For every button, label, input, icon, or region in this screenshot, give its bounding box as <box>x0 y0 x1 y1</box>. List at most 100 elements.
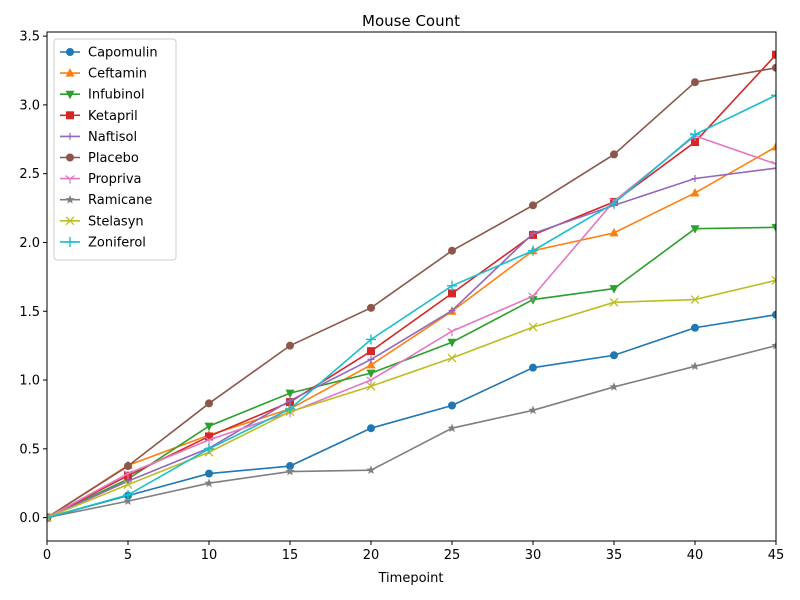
series-layer <box>47 50 776 523</box>
legend-item: Infubinol <box>60 88 145 103</box>
data-point <box>448 307 456 315</box>
legend-item: Capomulin <box>60 46 158 61</box>
data-point <box>772 50 776 59</box>
data-point <box>366 359 376 369</box>
legend-marker <box>66 132 74 140</box>
data-point <box>367 424 375 433</box>
legend-item: Zoniferol <box>60 235 146 250</box>
data-point <box>529 363 537 372</box>
x-axis-title: Timepoint <box>378 571 444 586</box>
series-line <box>47 344 776 519</box>
x-axis: 0 5 10 15 20 25 30 35 40 45 <box>43 541 784 563</box>
legend-marker <box>65 90 75 100</box>
x-tick-label: 15 <box>282 548 299 563</box>
series-zoniferol <box>47 90 776 523</box>
legend-marker <box>65 175 75 184</box>
x-tick-label: 45 <box>768 548 785 563</box>
data-point <box>772 310 776 319</box>
data-point <box>528 292 538 302</box>
data-point <box>447 327 457 337</box>
data-point <box>691 175 699 183</box>
x-tick-label: 10 <box>201 548 218 563</box>
data-point <box>771 90 776 101</box>
legend-marker <box>66 48 74 56</box>
legend-item: Propriva <box>60 172 142 187</box>
data-point <box>204 478 214 488</box>
data-point <box>124 462 132 471</box>
y-tick-label: 1.0 <box>19 374 40 389</box>
data-point <box>528 245 538 256</box>
data-point <box>529 230 537 238</box>
legend-item: Stelasyn <box>60 214 144 229</box>
legend-label: Infubinol <box>88 88 145 103</box>
data-point <box>528 405 538 415</box>
legend-item: Placebo <box>60 151 139 166</box>
legend-label: Placebo <box>88 151 139 166</box>
legend-marker <box>65 194 75 204</box>
data-point <box>204 422 214 432</box>
legend-item: Ramicane <box>60 193 152 208</box>
x-tick-label: 20 <box>363 548 380 563</box>
y-tick-label: 2.5 <box>19 167 40 182</box>
legend-marker <box>65 68 75 77</box>
legend: Capomulin Ceftamin Infubinol Ketapril Naftis… <box>53 38 177 261</box>
data-point <box>448 246 456 255</box>
data-point <box>47 512 52 523</box>
data-point <box>609 227 619 237</box>
legend-label: Ramicane <box>88 193 152 208</box>
data-point <box>691 323 699 332</box>
legend-label: Stelasyn <box>88 214 144 229</box>
x-tick-label: 5 <box>124 548 132 563</box>
data-point <box>366 381 376 391</box>
y-axis: 0.0 0.5 1.0 1.5 2.0 2.5 3.0 3.5 <box>19 30 47 526</box>
data-point <box>609 382 619 391</box>
data-point <box>690 361 700 371</box>
data-point <box>286 341 294 350</box>
legend-item: Naftisol <box>60 130 137 145</box>
data-point <box>690 187 700 197</box>
data-point <box>124 477 132 485</box>
data-point <box>123 480 133 490</box>
y-tick-label: 2.0 <box>19 236 40 251</box>
data-point <box>690 225 700 234</box>
series-line <box>47 146 776 519</box>
data-point <box>690 129 700 140</box>
legend-marker <box>66 111 74 120</box>
data-point <box>610 351 618 360</box>
data-point <box>448 401 456 410</box>
data-point <box>366 465 376 475</box>
data-point <box>771 141 776 151</box>
data-point <box>528 322 538 332</box>
x-tick-label: 25 <box>444 548 461 563</box>
legend-box <box>53 38 177 261</box>
data-point <box>367 303 375 312</box>
plot-frame <box>46 31 777 542</box>
legend-item: Ceftamin <box>60 67 147 82</box>
data-point <box>366 376 376 386</box>
series-line <box>47 66 776 519</box>
data-point <box>610 150 618 159</box>
data-point <box>529 201 537 210</box>
data-point <box>123 496 133 505</box>
data-point <box>691 138 699 147</box>
data-point <box>771 223 776 233</box>
data-point <box>690 295 700 305</box>
data-point <box>367 355 375 363</box>
x-tick-label: 35 <box>606 548 623 563</box>
legend-marker <box>66 153 74 162</box>
y-tick-label: 3.0 <box>19 98 40 113</box>
data-point <box>205 432 213 441</box>
legend-label: Ceftamin <box>88 67 147 82</box>
data-point <box>205 399 213 408</box>
series-line <box>47 167 776 519</box>
series-line <box>47 279 776 519</box>
chart-title: Mouse Count <box>362 12 460 30</box>
data-point <box>448 289 456 298</box>
data-point <box>285 403 295 414</box>
data-point <box>447 280 457 291</box>
data-point <box>285 466 295 476</box>
legend-label: Propriva <box>88 172 142 187</box>
data-point <box>123 470 133 479</box>
data-point <box>609 198 619 209</box>
y-tick-label: 1.5 <box>19 305 40 320</box>
